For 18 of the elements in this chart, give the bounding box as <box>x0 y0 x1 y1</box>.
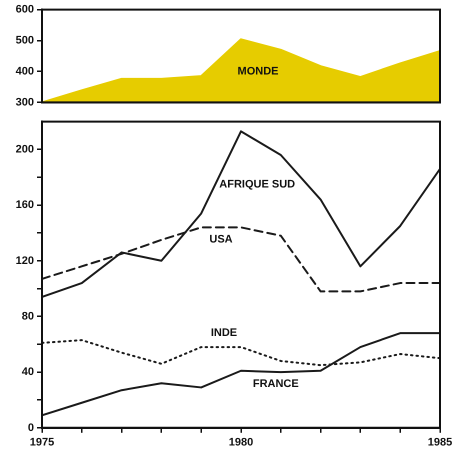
y-tick-label: 400 <box>16 66 34 78</box>
y-tick-label: 300 <box>16 96 34 108</box>
y-tick-label: 200 <box>16 143 34 156</box>
y-tick-label: 120 <box>16 254 34 267</box>
y-tick-label: 80 <box>22 310 34 322</box>
y-tick-label: 0 <box>28 422 34 434</box>
y-tick-label: 500 <box>16 34 34 47</box>
series-label: INDE <box>210 327 238 340</box>
x-tick-label: 1980 <box>228 436 254 448</box>
x-tick-label: 1985 <box>428 436 452 448</box>
series-label: USA <box>209 233 233 246</box>
series-label: FRANCE <box>252 378 299 390</box>
series-label: MONDE <box>238 65 278 78</box>
x-tick-label: 1975 <box>30 436 54 448</box>
y-tick-label: 600 <box>16 4 34 16</box>
y-tick-label: 160 <box>16 199 34 212</box>
series-label: AFRIQUE SUD <box>219 178 296 190</box>
y-tick-label: 40 <box>22 366 34 378</box>
